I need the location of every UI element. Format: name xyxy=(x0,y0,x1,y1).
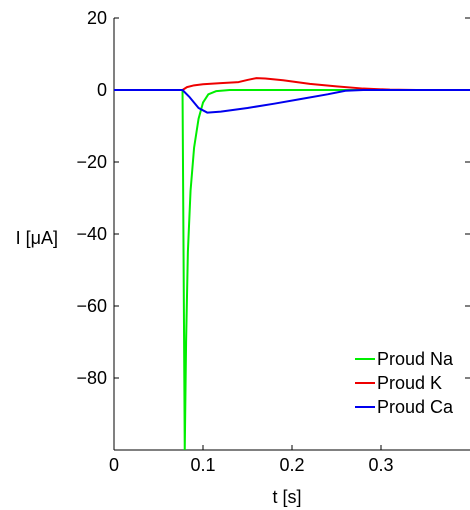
y-tick-label: −20 xyxy=(76,152,107,172)
y-tick-label: −80 xyxy=(76,368,107,388)
series-lines xyxy=(114,77,470,450)
plot-area: 0 0.1 0.2 0.3 20 0 −20 −40 −60 −80 xyxy=(76,8,470,475)
series-line-proud-k xyxy=(114,77,470,91)
y-tick-label: 20 xyxy=(87,8,107,28)
legend-label-proud-na: Proud Na xyxy=(377,349,454,369)
y-axis-ticks: 20 0 −20 −40 −60 −80 xyxy=(76,8,470,388)
series-line-proud-ca xyxy=(114,89,470,114)
x-axis-title: t [s] xyxy=(272,487,301,507)
legend-label-proud-ca: Proud Ca xyxy=(377,397,454,417)
y-tick-label: −40 xyxy=(76,224,107,244)
x-axis-ticks: 0 0.1 0.2 0.3 xyxy=(109,445,394,475)
x-tick-label: 0.2 xyxy=(279,455,304,475)
y-tick-label: 0 xyxy=(97,80,107,100)
x-tick-label: 0.1 xyxy=(190,455,215,475)
x-tick-label: 0 xyxy=(109,455,119,475)
legend: Proud Na Proud K Proud Ca xyxy=(355,349,454,417)
series-line-proud-na xyxy=(114,89,470,450)
y-tick-label: −60 xyxy=(76,296,107,316)
x-tick-label: 0.3 xyxy=(368,455,393,475)
legend-label-proud-k: Proud K xyxy=(377,373,442,393)
y-axis-title: I [μA] xyxy=(16,228,58,248)
